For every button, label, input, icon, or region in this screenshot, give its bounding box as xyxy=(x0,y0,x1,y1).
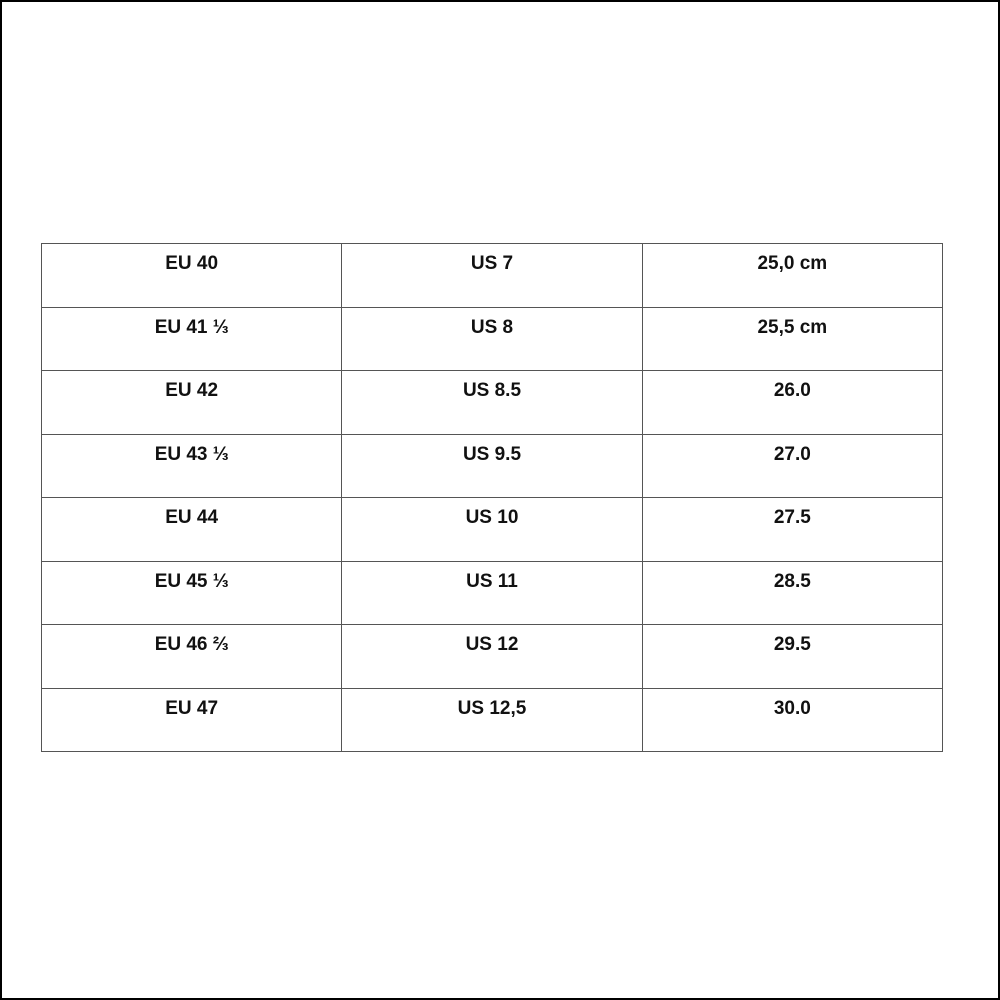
table-row: EU 42 US 8.5 26.0 xyxy=(40,370,944,435)
us-size-cell: US 8.5 xyxy=(341,370,643,435)
length-cell: 25,0 cm xyxy=(641,243,944,308)
table-row: EU 46 ⅔ US 12 29.5 xyxy=(40,624,944,689)
table-row: EU 44 US 10 27.5 xyxy=(40,497,944,562)
size-conversion-table: EU 40 US 7 25,0 cm EU 41 ⅓ US 8 25,5 cm EU 42 U… xyxy=(40,243,944,752)
us-size-cell: US 10 xyxy=(341,497,643,562)
eu-size-cell: EU 43 ⅓ xyxy=(40,433,343,498)
table-row: EU 40 US 7 25,0 cm xyxy=(40,243,944,308)
eu-size-cell: EU 41 ⅓ xyxy=(40,306,343,371)
eu-size-cell: EU 44 xyxy=(40,497,343,562)
table-row: EU 41 ⅓ US 8 25,5 cm xyxy=(40,306,944,371)
length-cell: 30.0 xyxy=(641,687,944,752)
us-size-cell: US 9.5 xyxy=(341,433,643,498)
length-cell: 28.5 xyxy=(641,560,944,625)
eu-size-cell: EU 46 ⅔ xyxy=(40,624,343,689)
table-row: EU 47 US 12,5 30.0 xyxy=(40,687,944,752)
length-cell: 29.5 xyxy=(641,624,944,689)
eu-size-cell: EU 42 xyxy=(40,370,343,435)
table-row: EU 43 ⅓ US 9.5 27.0 xyxy=(40,433,944,498)
eu-size-cell: EU 40 xyxy=(40,243,343,308)
us-size-cell: US 12 xyxy=(341,624,643,689)
table-row: EU 45 ⅓ US 11 28.5 xyxy=(40,560,944,625)
eu-size-cell: EU 47 xyxy=(40,687,343,752)
eu-size-cell: EU 45 ⅓ xyxy=(40,560,343,625)
length-cell: 26.0 xyxy=(641,370,944,435)
length-cell: 27.5 xyxy=(641,497,944,562)
length-cell: 25,5 cm xyxy=(641,306,944,371)
length-cell: 27.0 xyxy=(641,433,944,498)
us-size-cell: US 11 xyxy=(341,560,643,625)
us-size-cell: US 7 xyxy=(341,243,643,308)
us-size-cell: US 12,5 xyxy=(341,687,643,752)
us-size-cell: US 8 xyxy=(341,306,643,371)
